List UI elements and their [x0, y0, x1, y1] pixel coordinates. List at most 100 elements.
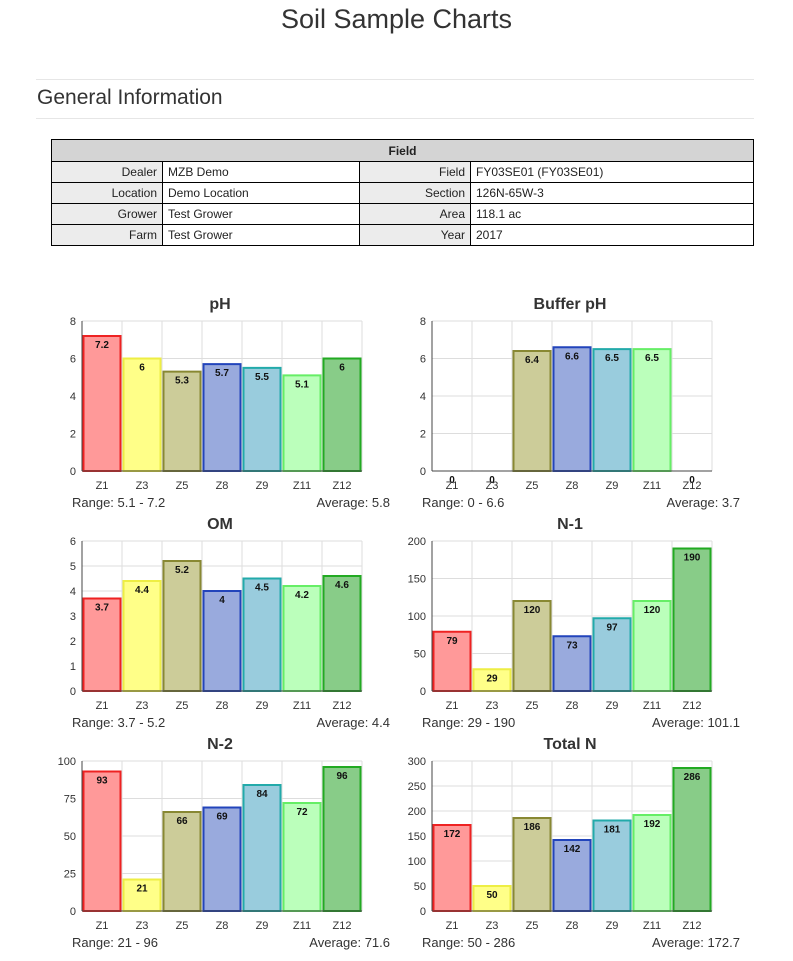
table-row: Grower Test Grower Area 118.1 ac: [51, 203, 754, 225]
bar: [432, 824, 472, 912]
x-tick-label: Z1: [446, 700, 459, 712]
x-tick-label: Z9: [606, 920, 619, 932]
data-label: 0: [449, 475, 455, 486]
x-tick-label: Z8: [216, 700, 229, 712]
y-tick-label: 100: [408, 611, 426, 623]
data-label: 93: [96, 776, 108, 787]
bar: [122, 878, 162, 912]
data-label: 79: [446, 636, 458, 647]
y-tick-label: 0: [70, 466, 76, 478]
data-label: 5.5: [255, 372, 269, 383]
chart-n1: N-1 0 50 100 150 200 79 Z1 29 Z3 120 Z5 73 Z8 97 Z9 120…: [400, 516, 740, 736]
x-tick-label: Z3: [486, 920, 499, 932]
y-tick-label: 200: [408, 536, 426, 548]
data-label: 142: [564, 844, 581, 855]
x-tick-label: Z12: [683, 920, 702, 932]
x-tick-label: Z8: [216, 480, 229, 492]
bar: [512, 350, 552, 472]
chart-range: Range: 29 - 190: [422, 715, 516, 730]
bar: [672, 767, 712, 912]
chart-om: OM 0 1 2 3 4 5 6 3.7 Z1 4.4 Z3 5.2 Z5 4 Z8 4.5 Z9 4.2 Z11 4…: [50, 516, 390, 736]
chart-range: Range: 50 - 286: [422, 935, 516, 950]
divider: [36, 79, 754, 80]
x-tick-label: Z12: [683, 480, 702, 492]
y-tick-label: 0: [420, 906, 426, 918]
bar: [242, 784, 282, 912]
label-section: Section: [359, 182, 471, 204]
chart-n2: N-2 0 25 50 75 100 93 Z1 21 Z3 66 Z5 69 Z8 84 Z9 72 Z11 9…: [50, 736, 390, 956]
data-label: 72: [296, 807, 308, 818]
chart-title: OM: [207, 516, 233, 533]
data-label: 3.7: [95, 603, 109, 614]
chart-range: Range: 5.1 - 7.2: [72, 495, 166, 510]
data-label: 6.5: [605, 353, 619, 364]
y-tick-label: 150: [408, 831, 426, 843]
value-farm: Test Grower: [162, 224, 360, 246]
data-label: 286: [684, 772, 701, 783]
value-location: Demo Location: [162, 182, 360, 204]
chart-average: Average: 4.4: [316, 715, 390, 730]
x-tick-label: Z11: [643, 920, 661, 932]
value-section: 126N-65W-3: [470, 182, 754, 204]
data-label: 5.1: [295, 379, 309, 390]
x-tick-label: Z1: [96, 480, 109, 492]
y-tick-label: 0: [70, 906, 76, 918]
data-label: 4.4: [135, 585, 149, 596]
y-tick-label: 0: [420, 466, 426, 478]
data-label: 4.5: [255, 583, 269, 594]
data-label: 172: [444, 829, 461, 840]
bar: [632, 348, 672, 472]
x-tick-label: Z5: [526, 920, 539, 932]
label-location: Location: [51, 182, 163, 204]
y-tick-label: 2: [70, 429, 76, 441]
data-label: 73: [566, 640, 578, 651]
chart-average: Average: 101.1: [652, 715, 740, 730]
data-label: 0: [689, 475, 695, 486]
data-label: 4.2: [295, 590, 309, 601]
bar: [82, 770, 122, 912]
bar: [82, 335, 122, 472]
chart-plot: 0 2 4 6 8 7.2 Z1 6 Z3 5.3 Z5 5.7 Z8 5.5 Z9 5.1 Z11 6 Z12: [70, 316, 363, 492]
x-tick-label: Z11: [643, 480, 661, 492]
data-label: 5.7: [215, 368, 229, 379]
x-tick-label: Z1: [446, 480, 459, 492]
bar: [202, 590, 242, 692]
data-label: 6.6: [565, 351, 579, 362]
bar: [122, 357, 162, 472]
table-row: Farm Test Grower Year 2017: [51, 224, 754, 246]
x-tick-label: Z9: [256, 700, 269, 712]
bar: [162, 560, 202, 692]
table-row: Dealer MZB Demo Field FY03SE01 (FY03SE01…: [51, 161, 754, 183]
y-tick-label: 50: [414, 881, 426, 893]
x-tick-label: Z1: [96, 920, 109, 932]
data-label: 5.3: [175, 376, 189, 387]
x-tick-label: Z12: [333, 920, 352, 932]
data-label: 84: [256, 789, 268, 800]
data-label: 120: [524, 605, 541, 616]
x-tick-label: Z11: [293, 700, 311, 712]
x-tick-label: Z12: [333, 700, 352, 712]
bar: [242, 366, 282, 472]
field-info-table: Field Dealer MZB Demo Field FY03SE01 (FY…: [51, 139, 754, 246]
chart-plot: 0 1 2 3 4 5 6 3.7 Z1 4.4 Z3 5.2 Z5 4 Z8 4.5 Z9 4.2 Z11 4.6 Z…: [70, 536, 363, 712]
data-label: 0: [489, 475, 495, 486]
x-tick-label: Z5: [176, 920, 189, 932]
x-tick-label: Z3: [486, 480, 499, 492]
data-label: 192: [644, 819, 661, 830]
x-tick-label: Z8: [566, 920, 579, 932]
data-label: 29: [486, 673, 498, 684]
value-field: FY03SE01 (FY03SE01): [470, 161, 754, 183]
x-tick-label: Z9: [606, 480, 619, 492]
y-tick-label: 8: [420, 316, 426, 328]
bar: [322, 766, 362, 912]
x-tick-label: Z3: [136, 480, 149, 492]
x-tick-label: Z11: [293, 920, 311, 932]
data-label: 190: [684, 553, 701, 564]
y-tick-label: 0: [70, 686, 76, 698]
bar: [552, 839, 592, 912]
y-tick-label: 0: [420, 686, 426, 698]
y-tick-label: 250: [408, 781, 426, 793]
x-tick-label: Z8: [566, 700, 579, 712]
data-label: 6.4: [525, 355, 539, 366]
chart-ph: pH 0 2 4 6 8 7.2 Z1 6 Z3 5.3 Z5 5.7 Z8 5.5 Z9 5.1 Z11 6 Z1…: [50, 296, 390, 516]
